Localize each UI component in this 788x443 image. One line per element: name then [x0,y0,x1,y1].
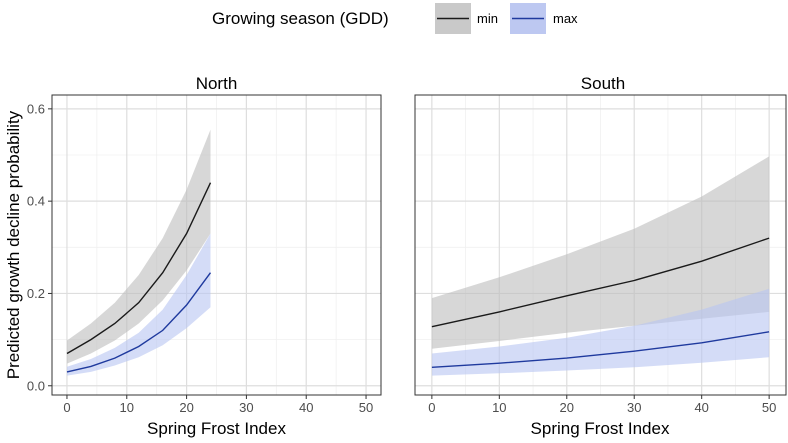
x-tick-label: 50 [359,400,373,415]
panel-border-south [414,94,787,396]
y-tick-label: 0.6 [27,101,45,116]
x-tick-label: 0 [428,400,435,415]
panel-south: South 0 10 20 30 40 50 Spring Frost Index [414,74,787,438]
panel-title-south: South [581,74,625,93]
legend: Growing season (GDD) min max [212,3,578,34]
series-line-min [66,182,212,355]
x-axis-title-north: Spring Frost Index [147,419,286,438]
series-line-max [66,272,212,373]
legend-title: Growing season (GDD) [212,9,389,28]
grid-north [52,95,381,395]
x-tick-label: 20 [560,400,574,415]
x-tick-label: 20 [179,400,193,415]
ci-band-max [431,288,770,376]
panel-north: North 0.0 0.2 0.4 0.6 0 10 20 30 40 50 Spring Fr… [27,74,382,438]
bands-south [431,156,770,376]
x-tick-label: 0 [63,400,70,415]
panel-title-north: North [196,74,238,93]
x-tick-label: 40 [694,400,708,415]
x-tick-label: 40 [299,400,313,415]
y-ticks: 0.0 0.2 0.4 0.6 [27,101,52,393]
panel-border-north [51,94,382,396]
x-tick-label: 10 [492,400,506,415]
ci-band-min [431,156,770,349]
bands-north [67,129,211,376]
legend-label-min: min [477,11,498,26]
y-tick-label: 0.4 [27,194,45,209]
x-axis-title-south: Spring Frost Index [531,419,670,438]
series-line-min [431,237,770,328]
y-tick-label: 0.2 [27,286,45,301]
legend-label-max: max [553,11,578,26]
x-tick-label: 50 [762,400,776,415]
y-tick-label: 0.0 [27,378,45,393]
x-ticks-north: 0 10 20 30 40 50 [63,395,373,415]
x-tick-label: 10 [120,400,134,415]
lines-north [66,182,212,373]
x-ticks-south: 0 10 20 30 40 50 [428,395,776,415]
x-tick-label: 30 [627,400,641,415]
y-axis-title: Predicted growth decline probability [4,110,23,379]
ci-band-min [67,129,211,364]
series-line-max [431,331,770,368]
lines-south [431,237,770,368]
x-tick-label: 30 [239,400,253,415]
